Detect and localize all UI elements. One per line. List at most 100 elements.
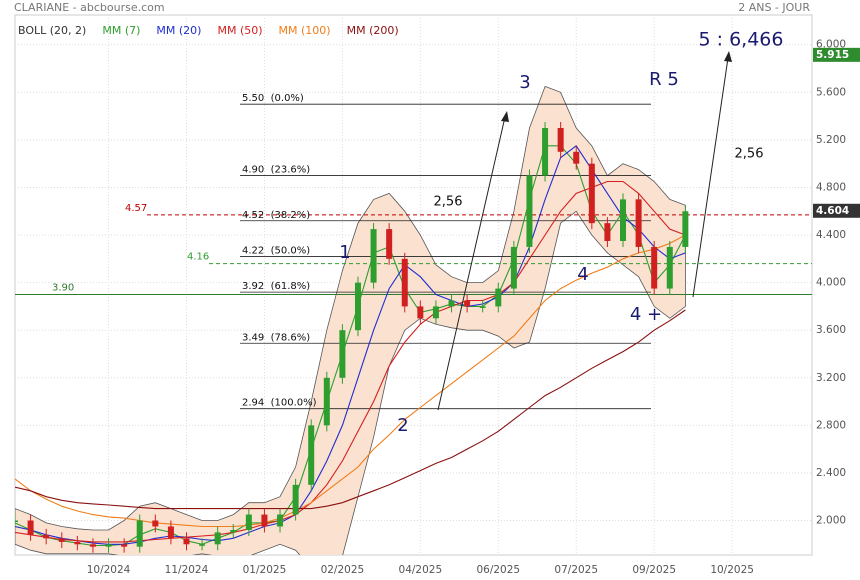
annotation: 4 + xyxy=(630,304,662,325)
y-tick-label: 3.600 xyxy=(816,324,846,336)
x-tick-label: 10/2025 xyxy=(710,564,754,576)
annotation: 4 xyxy=(577,264,588,285)
candle xyxy=(230,530,237,533)
candle xyxy=(121,544,128,547)
x-tick-label: 09/2025 xyxy=(632,564,676,576)
legend-entry: MM (200) xyxy=(347,24,399,37)
annotation: 2,56 xyxy=(434,195,463,210)
candle xyxy=(401,258,408,307)
candle xyxy=(74,541,81,545)
x-tick-label: 02/2025 xyxy=(321,564,365,576)
candle xyxy=(105,544,112,547)
arrow-head xyxy=(724,51,732,62)
candle xyxy=(604,223,611,241)
y-tick-label: 5.600 xyxy=(816,86,846,98)
annotation: 3 xyxy=(519,72,530,93)
candle xyxy=(323,377,330,426)
candle xyxy=(136,520,143,547)
x-tick-label: 04/2025 xyxy=(399,564,443,576)
candle xyxy=(573,151,580,164)
candle xyxy=(495,288,502,307)
y-tick-label: 4.000 xyxy=(816,277,846,289)
candle xyxy=(199,544,206,546)
reference-label: 3.90 xyxy=(52,283,74,294)
candle xyxy=(370,229,377,283)
annotation: 2,56 xyxy=(735,147,764,162)
chart-title: CLARIANE - abcbourse.com xyxy=(14,1,165,14)
y-tick-label: 2.000 xyxy=(816,515,846,527)
legend-entry: BOLL (20, 2) xyxy=(18,24,86,37)
candle xyxy=(651,246,658,289)
x-tick-label: 11/2024 xyxy=(165,564,209,576)
price-tag-label: 4.604 xyxy=(816,205,849,217)
candle xyxy=(417,306,424,319)
candle xyxy=(167,526,174,539)
x-tick-label: 01/2025 xyxy=(243,564,287,576)
candle xyxy=(666,246,673,289)
candle xyxy=(448,300,455,307)
arrow-head xyxy=(501,111,509,122)
candle xyxy=(27,520,34,535)
x-tick-label: 06/2025 xyxy=(476,564,520,576)
candle xyxy=(588,163,595,224)
ma-line xyxy=(15,145,686,545)
bollinger-band xyxy=(15,85,686,555)
legend-entry: MM (20) xyxy=(156,24,201,37)
fib-label: 5.50 (0.0%) xyxy=(242,93,304,104)
candle xyxy=(354,282,361,331)
fib-label: 3.49 (78.6%) xyxy=(242,332,310,343)
annotation: 1 xyxy=(339,242,350,263)
y-tick-label: 5.200 xyxy=(816,134,846,146)
candle xyxy=(526,175,533,247)
candle xyxy=(432,306,439,319)
fib-label: 4.22 (50.0%) xyxy=(242,245,310,256)
legend-entry: MM (7) xyxy=(102,24,140,37)
candle xyxy=(183,538,190,545)
wave-arrow xyxy=(692,57,729,298)
annotation: 2 xyxy=(397,415,408,436)
candle xyxy=(277,514,284,527)
reference-label: 4.16 xyxy=(187,252,209,263)
ma-line xyxy=(15,309,686,510)
candle xyxy=(557,127,564,152)
y-tick-label: 4.800 xyxy=(816,181,846,193)
candle xyxy=(43,534,50,539)
legend-entry: MM (100) xyxy=(279,24,331,37)
overlay: 5.50 (0.0%) 4.90 (23.6%) 4.52 (38.2%) 4.22 … xyxy=(52,93,317,408)
x-tick-label: 10/2024 xyxy=(87,564,131,576)
ma-line xyxy=(15,180,686,543)
candle xyxy=(152,520,159,527)
fib-label: 4.52 (38.2%) xyxy=(242,210,310,221)
annotation: R 5 xyxy=(649,69,679,90)
y-tick-label: 3.200 xyxy=(816,372,846,384)
candle xyxy=(620,199,627,241)
candle xyxy=(89,544,96,547)
chart-subtitle: 2 ANS - JOUR xyxy=(738,1,810,14)
y-tick-label: 2.400 xyxy=(816,467,846,479)
candle xyxy=(510,246,517,289)
candle xyxy=(58,538,65,542)
ma-line xyxy=(15,234,686,528)
candle xyxy=(339,330,346,378)
candle xyxy=(214,532,221,545)
candle xyxy=(479,306,486,308)
plot-layers xyxy=(15,15,812,555)
candle xyxy=(386,229,393,259)
fib-label: 4.90 (23.6%) xyxy=(242,165,310,176)
candle xyxy=(308,425,315,485)
y-tick-label: 2.800 xyxy=(816,419,846,431)
y-tick-label: 6.000 xyxy=(816,39,846,51)
price-tag-label: 5.915 xyxy=(816,49,849,61)
candle xyxy=(682,211,689,247)
y-tick-label: 4.400 xyxy=(816,229,846,241)
price-tag xyxy=(813,203,860,218)
candle xyxy=(635,199,642,247)
candle xyxy=(15,520,18,523)
x-tick-label: 07/2025 xyxy=(554,564,598,576)
annotation: 5 : 6,466 xyxy=(699,29,784,51)
candle xyxy=(261,514,268,527)
candle xyxy=(292,484,299,515)
fib-label: 3.92 (61.8%) xyxy=(242,281,310,292)
candle xyxy=(245,514,252,531)
